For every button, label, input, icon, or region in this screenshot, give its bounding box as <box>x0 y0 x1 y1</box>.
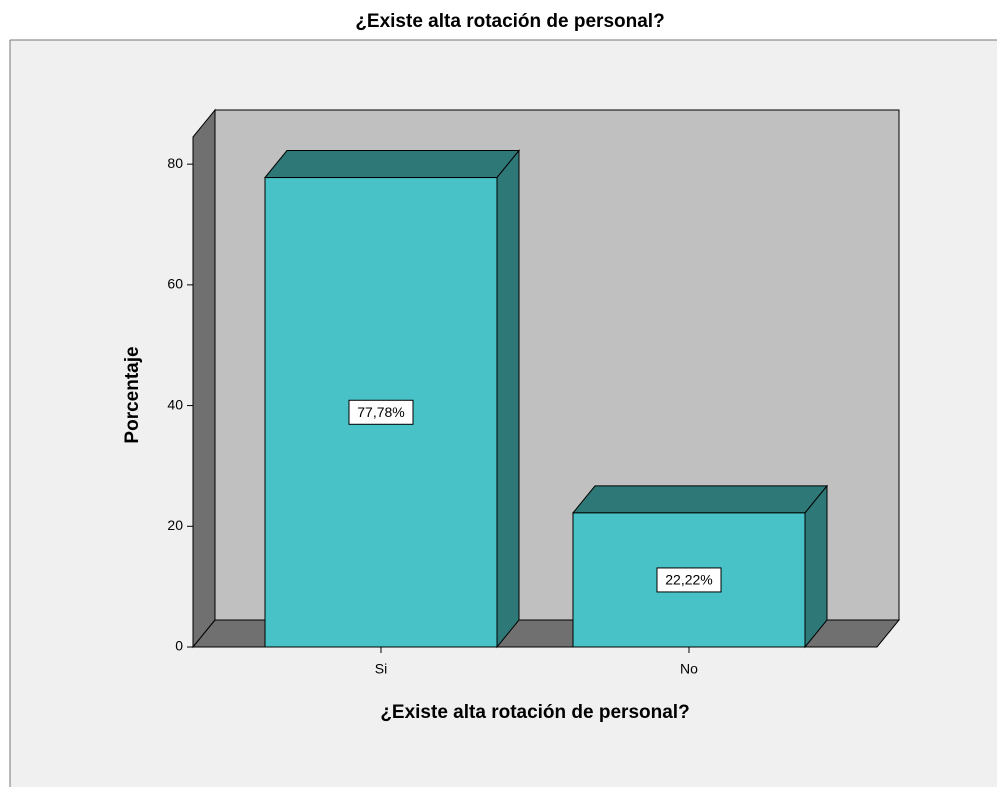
y-tick-label: 0 <box>175 638 183 654</box>
value-label: 77,78% <box>357 404 404 420</box>
x-tick-label: No <box>680 661 698 677</box>
y-tick-label: 60 <box>167 276 183 292</box>
left-wall <box>192 108 216 649</box>
bar-side <box>496 149 520 649</box>
value-label-box <box>348 399 414 425</box>
x-axis-label: ¿Existe alta rotación de personal? <box>380 702 689 723</box>
value-label: 22,22% <box>665 572 712 588</box>
y-axis-label: Porcentaje <box>122 346 143 443</box>
y-tick-label: 40 <box>167 396 183 412</box>
bar-side <box>804 484 828 649</box>
chart-title: ¿Existe alta rotación de personal? <box>355 11 664 32</box>
y-tick-label: 80 <box>167 155 183 171</box>
bar-top <box>263 150 521 179</box>
bar-top <box>571 485 829 514</box>
x-tick-label: Si <box>375 661 387 677</box>
y-tick-label: 20 <box>167 517 183 533</box>
value-label-box <box>656 567 722 593</box>
